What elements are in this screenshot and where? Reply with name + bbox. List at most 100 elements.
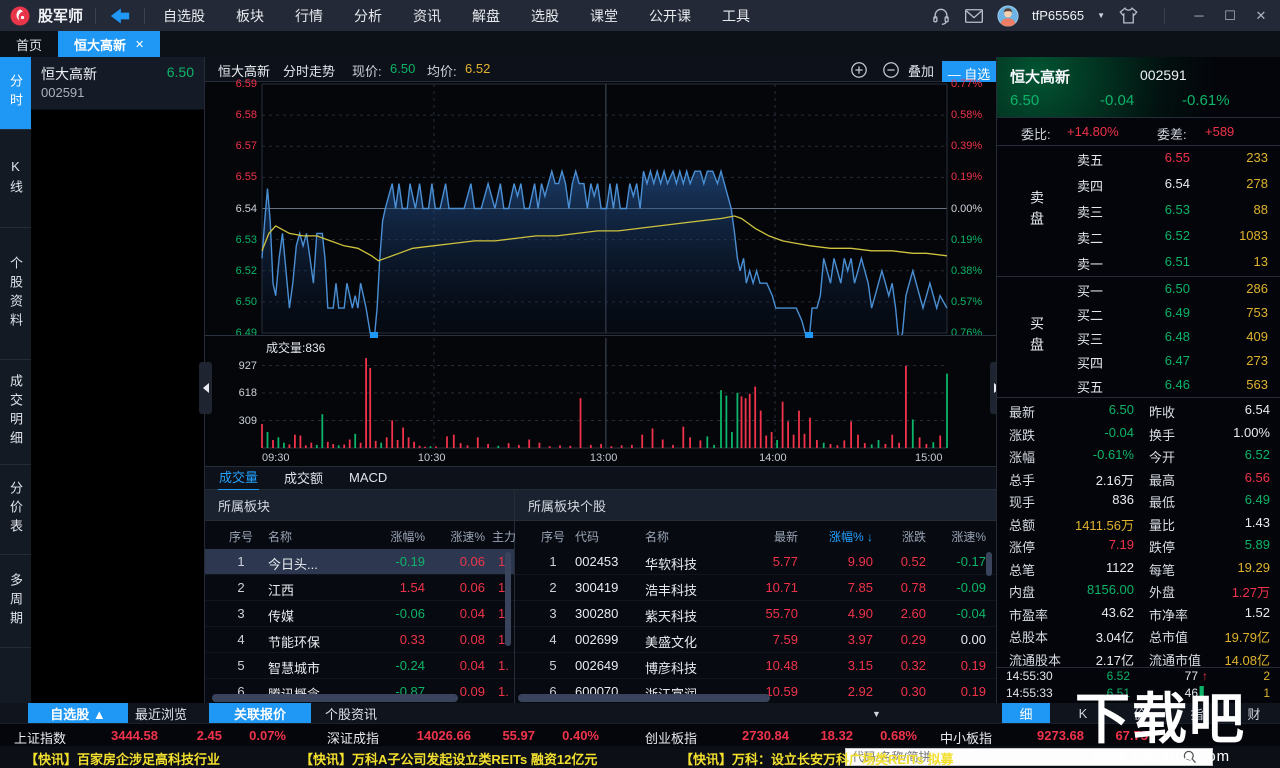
column-header-涨跌[interactable]: 涨跌 — [901, 530, 926, 544]
cell: 3 — [237, 606, 245, 621]
remove-watch-button[interactable]: — 自选 — [942, 61, 996, 86]
indicator-tab-成交量[interactable]: 成交量 — [218, 465, 260, 491]
headset-icon[interactable] — [931, 6, 951, 26]
table-row[interactable]: 2 江西 1.54 0.06 1. — [205, 575, 514, 601]
volume-chart[interactable]: 成交量:836 927 618 309 — [205, 336, 996, 450]
bottom-tab-个股资讯[interactable]: 个股资讯 — [324, 706, 377, 722]
quote-stats: 最新 6.50 昨收 6.54 涨跌 -0.04 换手 1.00% 涨幅 -0.61% 今开 6.52… — [997, 398, 1280, 668]
menu-item-自选股[interactable]: 自选股 — [163, 7, 206, 24]
search-input[interactable] — [846, 749, 1182, 765]
last-price-value: 6.50 — [390, 61, 416, 76]
quote-tab-K[interactable]: K — [1078, 705, 1088, 721]
quote-stock-name: 恒大高新 — [1010, 69, 1071, 86]
horizontal-scrollbar[interactable] — [518, 694, 770, 702]
column-header-涨速%[interactable]: 涨速% — [450, 530, 485, 544]
column-header-主力[interactable]: 主力 — [492, 530, 517, 544]
table-row[interactable]: 4 002699 美盛文化 7.59 3.97 0.29 0.00 — [515, 627, 996, 653]
stock-search-box[interactable] — [845, 748, 1213, 766]
avg-price-label: 均价: — [427, 64, 457, 79]
table-row[interactable]: 3 300280 紫天科技 55.70 4.90 2.60 -0.04 — [515, 601, 996, 627]
menu-item-解盘[interactable]: 解盘 — [472, 7, 501, 24]
side-tab-分价表[interactable]: 分价表 — [0, 465, 31, 555]
side-tab-多周期[interactable]: 多周期 — [0, 555, 31, 648]
side-tab-分时[interactable]: 分时 — [0, 57, 31, 130]
quote-tab-细[interactable]: 细 — [1002, 703, 1050, 723]
user-name[interactable]: tfP65565 — [1032, 8, 1085, 23]
percent-axis-label: 0.38% — [951, 264, 983, 277]
maximize-button[interactable]: ☐ — [1224, 7, 1236, 23]
chart-drag-marker[interactable] — [804, 332, 813, 338]
menu-item-工具[interactable]: 工具 — [722, 7, 751, 24]
column-header-序号[interactable]: 序号 — [540, 530, 565, 544]
column-header-序号[interactable]: 序号 — [228, 530, 253, 544]
cell: 紫天科技 — [645, 609, 698, 624]
close-button[interactable]: ✕ — [1255, 7, 1267, 23]
menu-item-公开课[interactable]: 公开课 — [649, 7, 692, 24]
intraday-price-chart[interactable]: 6.59 6.58 6.57 6.55 6.54 6.53 6.52 6.50 6.49 0.77… — [205, 78, 996, 339]
mail-icon[interactable] — [964, 7, 984, 25]
column-header-涨幅% ↓[interactable]: 涨幅% ↓ — [828, 530, 873, 544]
quote-header: 恒大高新 002591 6.50 -0.04 -0.61% — [997, 57, 1280, 118]
watchlist-item[interactable]: 恒大高新 002591 6.50 — [31, 57, 204, 110]
search-icon[interactable] — [1182, 749, 1198, 765]
table-row[interactable]: 3 传媒 -0.06 0.04 1. — [205, 601, 514, 627]
quote-tab-价[interactable]: 价 — [1133, 706, 1147, 722]
stat-row: 市盈率 43.62 市净率 1.52 — [997, 601, 1280, 624]
page-tab-恒大高新[interactable]: 恒大高新 ✕ — [58, 31, 161, 57]
vertical-scrollbar[interactable] — [986, 552, 992, 576]
horizontal-scrollbar[interactable] — [212, 694, 458, 702]
tick-list: 14:55:30 6.52 77 ↑ 2 14:55:33 6.51 46 ▌ 1 — [997, 668, 1280, 703]
table-row[interactable]: 2 300419 浩丰科技 10.71 7.85 0.78 -0.09 — [515, 575, 996, 601]
dropdown-caret-icon[interactable]: ▼ — [872, 709, 881, 719]
quote-tab-财[interactable]: 财 — [1247, 706, 1261, 722]
table-row[interactable]: 1 今日头... -0.19 0.06 1. — [205, 549, 514, 575]
vertical-scrollbar[interactable] — [505, 552, 511, 646]
table-row[interactable]: 4 节能环保 0.33 0.08 1. — [205, 627, 514, 653]
minimize-button[interactable]: ─ — [1194, 8, 1204, 23]
chart-drag-marker[interactable] — [369, 332, 378, 338]
avatar[interactable] — [997, 4, 1019, 27]
menu-item-分析[interactable]: 分析 — [354, 7, 383, 24]
close-tab-icon[interactable]: ✕ — [135, 38, 145, 51]
zoom-in-icon[interactable] — [850, 61, 868, 79]
column-header-涨幅%[interactable]: 涨幅% — [390, 530, 425, 544]
indicator-tab-MACD[interactable]: MACD — [349, 470, 388, 485]
column-header-代码[interactable]: 代码 — [575, 530, 600, 544]
menu-item-行情[interactable]: 行情 — [295, 7, 324, 24]
news-ticker-item[interactable]: 【快讯】万科：设立长安万科广场类REITs 拟募 — [680, 752, 954, 767]
user-dropdown-caret-icon[interactable]: ▼ — [1097, 11, 1105, 20]
indicator-tab-成交额[interactable]: 成交额 — [284, 471, 324, 486]
order-row-卖五: 卖五 6.55 233 — [997, 146, 1280, 172]
column-header-最新[interactable]: 最新 — [773, 530, 798, 544]
news-ticker-item[interactable]: 【快讯】万科A子公司发起设立类REITs 融资12亿元 — [300, 752, 598, 767]
bottom-tab-自选股▲[interactable]: 自选股 ▲ — [28, 703, 128, 723]
quote-tab-指[interactable]: 指 — [1190, 706, 1204, 722]
table-row[interactable]: 5 002649 博彦科技 10.48 3.15 0.32 0.19 — [515, 653, 996, 679]
menu-item-课堂[interactable]: 课堂 — [590, 7, 619, 24]
collapse-left-handle[interactable] — [199, 362, 212, 414]
side-tab-成交明细[interactable]: 成交明细 — [0, 360, 31, 465]
menu-item-选股[interactable]: 选股 — [531, 7, 560, 24]
tick-row[interactable]: 14:55:30 6.52 77 ↑ 2 — [997, 668, 1280, 685]
table-row[interactable]: 6600070浙江富润10.592.920.300.19 — [515, 679, 996, 705]
page-tab-首页[interactable]: 首页 — [16, 37, 43, 53]
zoom-out-icon[interactable] — [882, 61, 900, 79]
overlay-button[interactable]: 叠加 — [908, 64, 935, 79]
table-row[interactable]: 1 002453 华软科技 5.77 9.90 0.52 -0.17 — [515, 549, 996, 575]
column-header-名称[interactable]: 名称 — [268, 530, 293, 544]
volume-label: 成交量:836 — [266, 341, 326, 355]
menu-item-板块[interactable]: 板块 — [236, 7, 265, 24]
side-tab-个股资料[interactable]: 个股资料 — [0, 228, 31, 360]
tick-row[interactable]: 14:55:33 6.51 46 ▌ 1 — [997, 685, 1280, 702]
menu-item-资讯[interactable]: 资讯 — [413, 7, 442, 24]
bottom-tab-最近浏览[interactable]: 最近浏览 — [134, 706, 187, 722]
side-tab-K线[interactable]: K线 — [0, 130, 31, 228]
column-header-名称[interactable]: 名称 — [645, 530, 670, 544]
tshirt-icon[interactable] — [1118, 6, 1139, 25]
column-header-涨速%[interactable]: 涨速% — [951, 530, 986, 544]
news-ticker-item[interactable]: 【快讯】百家房企涉足高科技行业 — [25, 752, 221, 767]
back-arrow-icon[interactable] — [108, 6, 132, 26]
table-row[interactable]: 5 智慧城市 -0.24 0.04 1. — [205, 653, 514, 679]
cell: 华软科技 — [645, 557, 698, 572]
bottom-tab-关联报价[interactable]: 关联报价 — [209, 703, 311, 723]
